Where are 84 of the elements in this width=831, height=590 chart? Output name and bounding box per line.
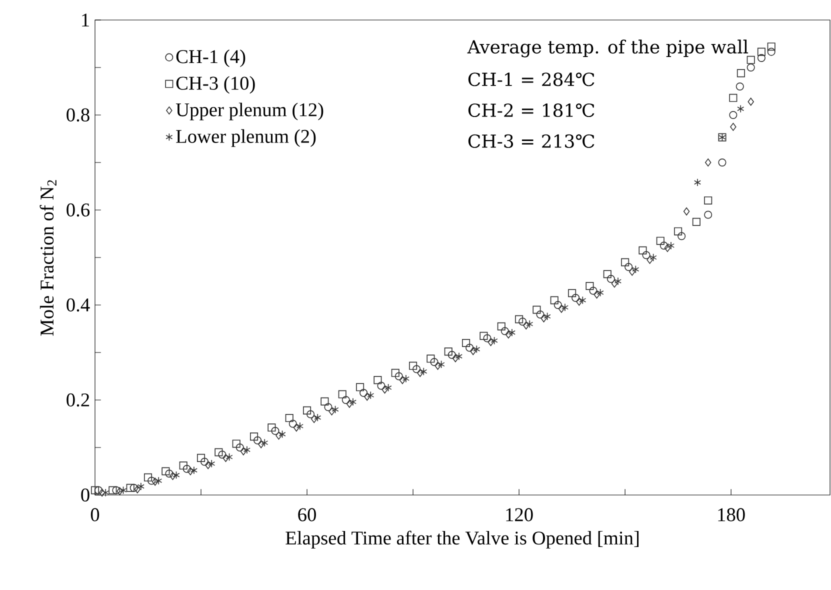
point [586, 282, 594, 290]
point [303, 406, 312, 414]
point [258, 440, 264, 448]
point [757, 54, 766, 62]
point [674, 227, 682, 236]
point [550, 296, 558, 304]
point [374, 376, 382, 384]
point [568, 289, 576, 298]
point [603, 270, 612, 278]
point [694, 178, 702, 186]
point [320, 397, 329, 406]
point [532, 306, 541, 314]
point [108, 486, 117, 494]
point [152, 478, 158, 486]
point [426, 354, 435, 363]
y-axis-title: Mole Fraction of N$_{2}$ [40, 180, 56, 336]
point [391, 368, 400, 377]
point [748, 98, 754, 106]
point [692, 218, 700, 226]
point [678, 232, 686, 240]
point [704, 158, 712, 167]
point [480, 332, 488, 340]
annotation: Average temp. of the pipe wall [467, 40, 748, 58]
point [179, 462, 188, 470]
point [144, 473, 152, 482]
y-tick-label: 0.4 [66, 298, 90, 312]
point [130, 484, 138, 492]
point [90, 486, 100, 494]
point [718, 158, 726, 167]
point [746, 56, 755, 64]
y-tick-label: 0 [81, 488, 90, 502]
point [730, 122, 736, 131]
annotation: CH-2 = 181℃ [468, 103, 594, 118]
point [285, 414, 294, 422]
point [462, 338, 470, 348]
point [416, 368, 424, 377]
point [497, 322, 506, 330]
y-tick-label: 0.2 [66, 393, 90, 407]
point [767, 48, 776, 56]
point [162, 467, 170, 476]
point [137, 482, 144, 490]
point [638, 246, 647, 254]
y-tick-label: 0.8 [66, 108, 90, 122]
point [704, 210, 712, 219]
point [409, 362, 418, 370]
point [268, 424, 276, 432]
legend-label: CH-3 (10) [176, 76, 255, 94]
point [729, 94, 738, 102]
annotation: CH-3 = 213℃ [468, 134, 594, 148]
point [736, 69, 745, 78]
point [214, 448, 223, 456]
point [98, 488, 106, 497]
point [656, 236, 664, 245]
legend-label: Lower plenum (2) [176, 129, 316, 147]
point [757, 48, 766, 56]
point [338, 390, 346, 398]
point [746, 63, 755, 72]
annotation: CH-1 = 284℃ [468, 72, 594, 86]
point [250, 432, 258, 441]
point [364, 392, 370, 401]
point [704, 196, 712, 205]
point [737, 104, 744, 113]
point [683, 207, 690, 216]
x-tick-label: 120 [506, 508, 533, 522]
x-axis-title: Elapsed Time after the Valve is Opened [min] [286, 530, 639, 549]
y-tick-label: 1 [82, 14, 89, 26]
point [767, 42, 776, 51]
point [126, 484, 134, 492]
legend-label: CH-1 (4) [176, 50, 246, 68]
x-tick-label: 60 [298, 508, 316, 522]
point [444, 348, 452, 356]
point [356, 383, 364, 392]
point [204, 461, 212, 470]
point [515, 315, 524, 324]
x-tick-label: 0 [90, 508, 100, 522]
point [470, 347, 476, 356]
point [736, 82, 744, 91]
point [232, 440, 240, 448]
point [621, 258, 630, 266]
y-tick-label: 0.6 [66, 203, 90, 217]
x-tick-label: 180 [718, 508, 745, 522]
legend-label: Upper plenum (12) [176, 102, 324, 120]
point [196, 454, 206, 462]
point [729, 110, 738, 120]
